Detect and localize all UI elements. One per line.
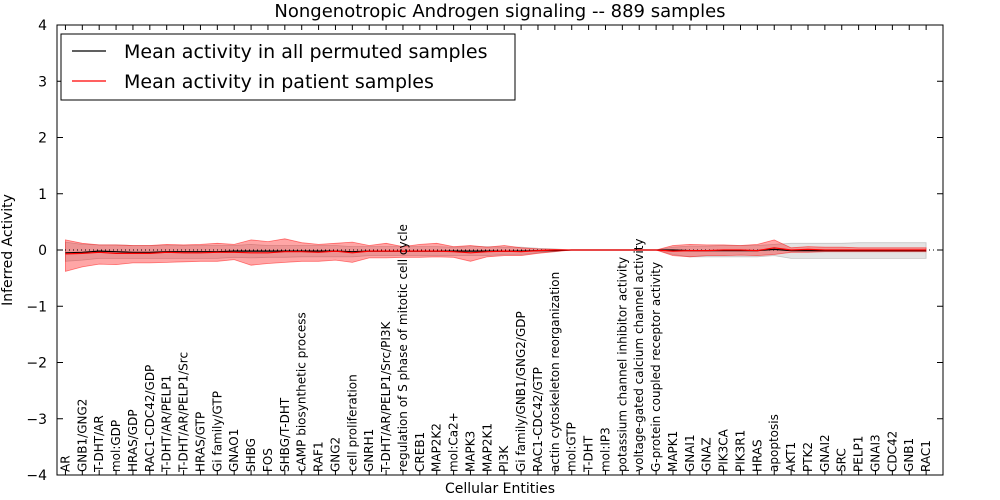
category-label: FOS xyxy=(261,448,275,472)
category-label: RAC1-CDC42/GDP xyxy=(143,365,157,472)
category-label: PTK2 xyxy=(801,442,815,472)
category-label: Gi family/GNB1/GNG2/GDP xyxy=(514,311,528,472)
category-label: T-DHT/AR/PELP1/Src/PI3K xyxy=(379,320,393,473)
category-label: GNRH1 xyxy=(362,429,376,472)
category-label: RAF1 xyxy=(312,441,326,472)
y-tick-label: 4 xyxy=(38,18,47,34)
category-label: potassium channel inhibitor activity xyxy=(615,257,629,472)
category-label: RAC1-CDC42/GTP xyxy=(531,367,545,472)
category-label: T-DHT xyxy=(582,435,596,473)
category-label: AR xyxy=(58,455,72,472)
category-label: MAPK3 xyxy=(464,431,478,472)
category-label: GNAI1 xyxy=(683,434,697,472)
category-label: PELP1 xyxy=(852,436,866,472)
category-label: cell proliferation xyxy=(345,374,359,472)
legend-patient-label: Mean activity in patient samples xyxy=(124,71,434,93)
category-label: RAC1 xyxy=(919,440,933,472)
category-label: mol:GTP xyxy=(565,422,579,472)
patient-mean-line xyxy=(65,247,927,255)
category-label: GNAZ xyxy=(700,437,714,472)
x-axis-label: Cellular Entities xyxy=(445,481,555,497)
category-label: mol:Ca2+ xyxy=(447,412,461,472)
category-label: SHBG/T-DHT xyxy=(278,397,292,472)
category-label: voltage-gated calcium channel activity xyxy=(632,238,646,472)
category-label: T-DHT/AR/PELP1/Src xyxy=(177,352,191,473)
category-label: HRAS xyxy=(750,439,764,472)
y-tick-label: 3 xyxy=(38,74,47,90)
category-label: AKT1 xyxy=(784,442,798,472)
category-label: mol:IP3 xyxy=(599,427,613,472)
category-label: cAMP biosynthetic process xyxy=(295,312,309,472)
category-label: GNAI3 xyxy=(869,434,883,472)
category-label: actin cytoskeleton reorganization xyxy=(548,272,562,472)
y-tick-label: −1 xyxy=(26,299,47,315)
legend-permuted-label: Mean activity in all permuted samples xyxy=(124,41,487,63)
category-label: MAPK1 xyxy=(666,431,680,472)
category-label: SRC xyxy=(835,448,849,472)
category-label: PIK3CA xyxy=(717,428,731,472)
category-label: GNAI2 xyxy=(818,434,832,472)
category-label: HRAS/GDP xyxy=(126,409,140,472)
category-label: MAP2K1 xyxy=(480,423,494,472)
y-tick-label: 1 xyxy=(38,187,47,203)
category-label: T-DHT/AR/PELP1 xyxy=(160,375,174,473)
y-tick-label: −3 xyxy=(26,412,47,428)
category-label: PIK3R1 xyxy=(734,430,748,472)
category-label: apoptosis xyxy=(767,414,781,472)
category-label: GNG2 xyxy=(329,437,343,472)
category-label: MAP2K2 xyxy=(430,423,444,472)
category-label: G-protein coupled receptor activity xyxy=(649,262,663,472)
y-tick-label: 2 xyxy=(38,131,47,147)
category-label: GNB1/GNG2 xyxy=(75,399,89,472)
category-label: HRAS/GTP xyxy=(193,412,207,472)
category-label: PI3K xyxy=(497,445,511,472)
category-label: GNAO1 xyxy=(227,429,241,472)
y-tick-label: −2 xyxy=(26,356,47,372)
category-label: GNB1 xyxy=(902,438,916,472)
y-tick-label: 0 xyxy=(38,243,47,259)
y-tick-label: −4 xyxy=(26,468,47,484)
legend: Mean activity in all permuted samples Mea… xyxy=(60,33,516,101)
category-label: Gi family/GTP xyxy=(210,391,224,472)
category-label: CREB1 xyxy=(413,432,427,472)
legend-box xyxy=(60,33,516,101)
category-label: SHBG xyxy=(244,438,258,472)
category-label: T-DHT/AR xyxy=(92,415,106,473)
y-axis-label: Inferred Activity xyxy=(0,194,16,306)
category-label: mol:GDP xyxy=(109,420,123,472)
category-label: regulation of S phase of mitotic cell cy… xyxy=(396,224,410,472)
chart-title: Nongenotropic Androgen signaling -- 889 … xyxy=(274,1,725,22)
patient-band xyxy=(65,238,927,272)
category-label: CDC42 xyxy=(885,431,899,472)
